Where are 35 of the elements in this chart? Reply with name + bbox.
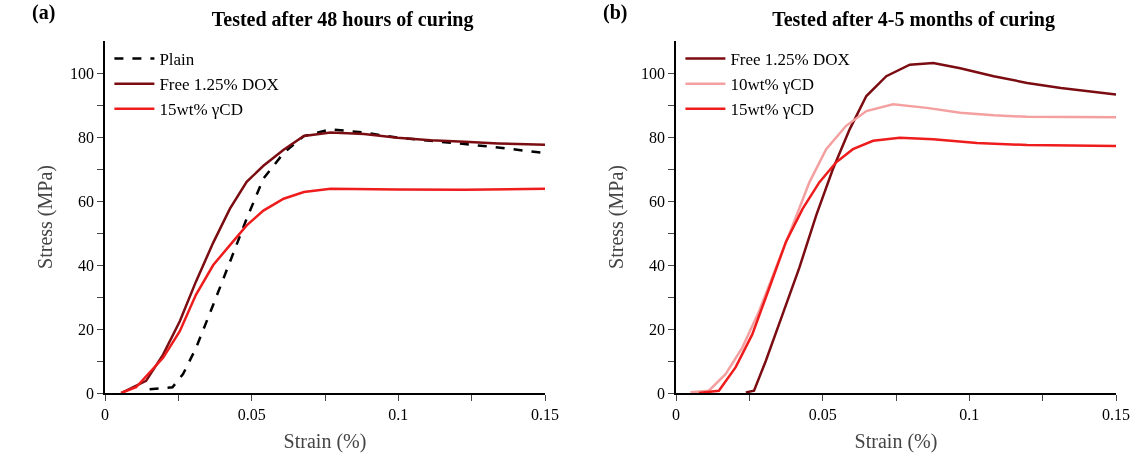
y-tick-label: 0 <box>86 384 95 402</box>
chart-title: Tested after 4-5 months of curing <box>772 7 1055 31</box>
text: (a) <box>32 1 56 24</box>
y-tick-label: 20 <box>78 320 95 338</box>
x-axis-title: Strain (%) <box>283 429 367 453</box>
y-tick-label: 40 <box>78 256 95 274</box>
y-tick-label: 100 <box>70 64 95 82</box>
x-tick-label: 0.1 <box>388 405 409 423</box>
x-tick-label: 0.05 <box>808 405 837 423</box>
y-tick-label: 60 <box>78 192 95 210</box>
x-tick-label: 0.15 <box>1102 405 1130 423</box>
x-tick-label: 0.15 <box>531 405 559 423</box>
x-tick-label: 0.1 <box>959 405 980 423</box>
legend-label: Free 1.25% DOX <box>730 50 850 70</box>
legend-label: Free 1.25% DOX <box>159 75 279 95</box>
y-tick-label: 100 <box>641 64 666 82</box>
legend-label: Plain <box>159 50 195 70</box>
legend-label: 15wt% γCD <box>730 100 814 120</box>
y-tick-label: 0 <box>657 384 666 402</box>
y-tick-label: 40 <box>649 256 666 274</box>
chart-title: Tested after 48 hours of curing <box>211 7 474 31</box>
text: (b) <box>603 1 628 24</box>
legend-label: 10wt% γCD <box>730 75 814 95</box>
y-tick-label: 80 <box>78 128 95 146</box>
x-tick-label: 0.05 <box>237 405 266 423</box>
y-tick-label: 60 <box>649 192 666 210</box>
legend-label: 15wt% γCD <box>159 100 243 120</box>
line-series <box>119 187 545 393</box>
x-tick-label: 0 <box>672 405 680 423</box>
y-axis-title: Stress (MPa) <box>605 165 629 269</box>
y-tick-label: 20 <box>649 320 666 338</box>
x-axis-title: Strain (%) <box>854 429 938 453</box>
x-tick-label: 0 <box>101 405 109 423</box>
y-tick-label: 80 <box>649 128 666 146</box>
y-axis-title: Stress (MPa) <box>34 165 58 269</box>
